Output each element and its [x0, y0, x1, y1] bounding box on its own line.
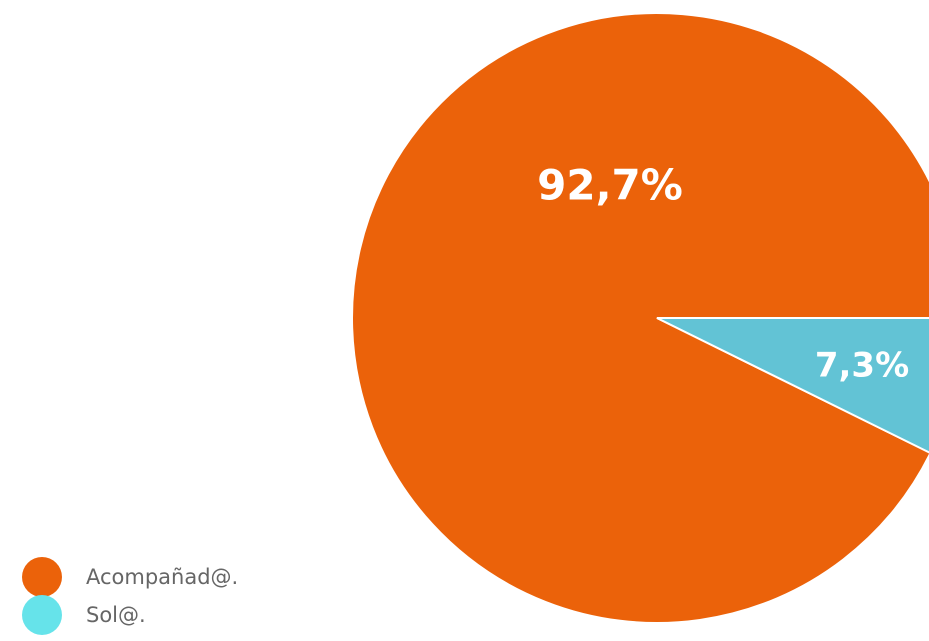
- legend-swatch-acompanado: [22, 557, 62, 597]
- pie-slices: [351, 12, 929, 624]
- legend-label-acompanado: Acompañad@.: [86, 565, 239, 589]
- pie-slice-acompanado[interactable]: [351, 12, 929, 624]
- legend-item-acompanado[interactable]: Acompañad@.: [22, 557, 239, 597]
- pie-label-acompanado: 92,7%: [537, 161, 683, 210]
- pie-slice-solo[interactable]: [656, 317, 929, 454]
- chart-legend: Acompañad@. Sol@.: [22, 557, 239, 635]
- pie-slice-labels: 92,7% 7,3%: [537, 161, 909, 386]
- legend-swatch-solo: [22, 595, 62, 635]
- pie-label-solo: 7,3%: [815, 346, 909, 386]
- legend-label-solo: Sol@.: [86, 603, 146, 627]
- legend-item-solo[interactable]: Sol@.: [22, 595, 238, 635]
